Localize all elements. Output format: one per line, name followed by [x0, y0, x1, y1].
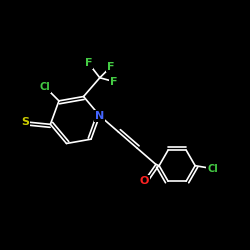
Text: Cl: Cl: [40, 82, 50, 92]
Text: F: F: [107, 62, 115, 72]
Text: O: O: [140, 176, 149, 186]
Text: F: F: [110, 76, 117, 86]
Text: N: N: [95, 111, 104, 121]
Text: F: F: [85, 58, 92, 68]
Text: S: S: [22, 117, 30, 127]
Text: Cl: Cl: [207, 164, 218, 174]
